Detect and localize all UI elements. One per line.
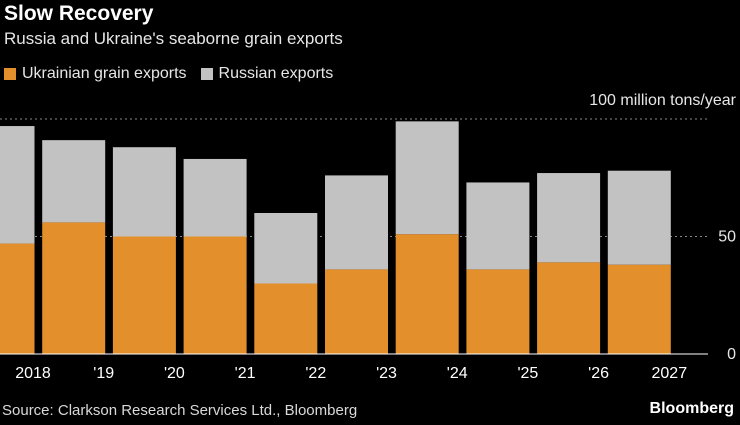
- source-note: Source: Clarkson Research Services Ltd.,…: [2, 402, 358, 419]
- bar-ukraine-1: [42, 222, 106, 354]
- bar-ukraine-5: [325, 269, 388, 354]
- chart-title: Slow Recovery: [4, 2, 154, 25]
- legend-label-russia: Russian exports: [218, 65, 334, 82]
- x-tick-label: 2018: [15, 365, 51, 382]
- bar-russia-0: [0, 126, 35, 244]
- bar-ukraine-8: [537, 262, 601, 354]
- x-tick-label: 2027: [652, 365, 688, 382]
- chart-subtitle: Russia and Ukraine's seaborne grain expo…: [4, 29, 343, 48]
- legend-item-ukraine: Ukrainian grain exports: [4, 65, 187, 83]
- legend-item-russia: Russian exports: [200, 65, 334, 83]
- x-tick-label: '22: [305, 365, 326, 382]
- bar-russia-3: [183, 158, 247, 237]
- bar-russia-4: [254, 213, 318, 284]
- legend-swatch-russia: [200, 68, 213, 80]
- bar-ukraine-4: [254, 283, 318, 354]
- bar-russia-2: [112, 147, 176, 237]
- bar-russia-6: [395, 121, 459, 235]
- x-tick-label: '25: [517, 365, 538, 382]
- legend-label-ukraine: Ukrainian grain exports: [22, 65, 187, 82]
- bar-russia-1: [42, 140, 106, 223]
- bar-ukraine-2: [112, 236, 176, 354]
- bar-ukraine-6: [395, 234, 459, 354]
- y-tick-label: 100 million tons/year: [589, 92, 736, 109]
- bar-ukraine-9: [607, 264, 671, 354]
- x-tick-label: '21: [235, 365, 256, 382]
- y-tick-label: 50: [718, 229, 736, 246]
- y-tick-label: 0: [727, 346, 736, 363]
- bar-ukraine-0: [0, 243, 35, 354]
- x-tick-label: '26: [588, 365, 609, 382]
- bar-russia-8: [537, 173, 601, 263]
- x-tick-label: '19: [93, 365, 114, 382]
- bar-russia-5: [325, 175, 388, 270]
- legend: Ukrainian grain exports Russian exports: [4, 64, 347, 84]
- bar-russia-7: [466, 182, 530, 270]
- x-tick-label: '23: [376, 365, 397, 382]
- bar-russia-9: [607, 170, 671, 265]
- brand-logo: Bloomberg: [649, 400, 734, 417]
- x-tick-label: '20: [164, 365, 185, 382]
- bar-ukraine-3: [183, 236, 247, 354]
- legend-swatch-ukraine: [4, 68, 16, 80]
- x-tick-label: '24: [447, 365, 468, 382]
- bar-ukraine-7: [466, 269, 530, 354]
